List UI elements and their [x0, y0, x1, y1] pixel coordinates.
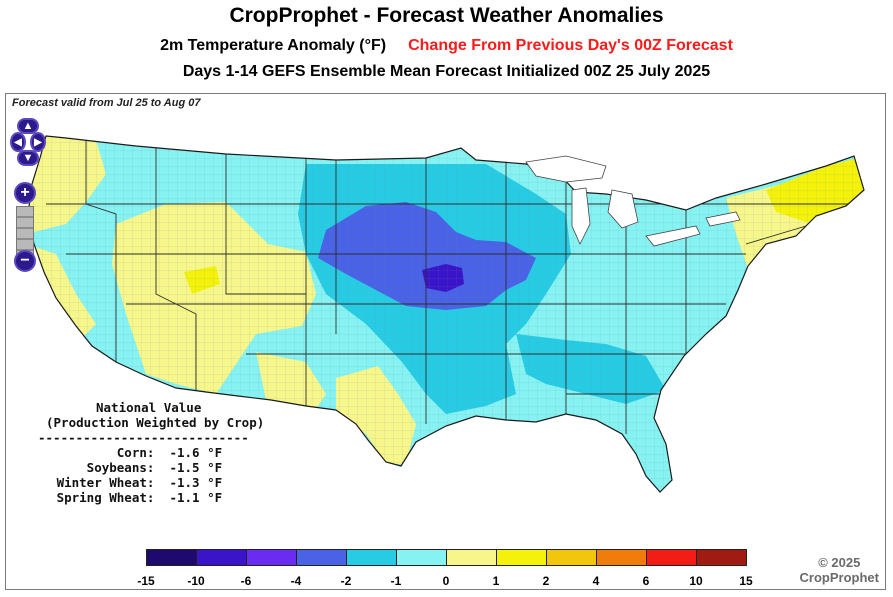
national-heading: National Value [96, 400, 202, 415]
crop-label: Winter Wheat: [34, 475, 155, 490]
legend-tick-label: 10 [689, 574, 703, 588]
zoom-in-button[interactable]: + [14, 182, 36, 204]
national-row: Soybeans: -1.5 °F [34, 460, 264, 475]
legend-tick-label: 1 [492, 574, 500, 588]
legend-tick-label: 15 [739, 574, 753, 588]
pan-control[interactable]: ▲ ◀ ▶ ▼ [10, 118, 46, 166]
legend-tick-label: 4 [592, 574, 600, 588]
zoom-out-button[interactable]: − [14, 250, 36, 272]
great-lakes [525, 155, 741, 247]
legend-tick-label: 6 [642, 574, 650, 588]
state-boundaries [46, 136, 864, 434]
national-divider: ---------------------------- [38, 430, 249, 445]
crop-value: -1.3 °F [154, 475, 223, 490]
us-outline [27, 135, 865, 493]
copyright-year: © 2025 [818, 555, 861, 570]
forecast-info: Days 1-14 GEFS Ensemble Mean Forecast In… [182, 63, 711, 80]
legend-swatch [696, 549, 747, 566]
legend-swatch [146, 549, 197, 566]
page-title: CropProphet - Forecast Weather Anomalies [229, 4, 664, 27]
legend-tick-label: -4 [290, 574, 302, 588]
crop-value: -1.6 °F [154, 445, 223, 460]
subtitle-line: 2m Temperature Anomaly (°F) Change From P… [0, 37, 893, 55]
legend-swatch [346, 549, 397, 566]
national-row: Spring Wheat: -1.1 °F [34, 490, 264, 505]
copyright-brand: CropProphet [799, 570, 879, 585]
national-subheading: (Production Weighted by Crop) [46, 415, 265, 430]
legend-swatch [646, 549, 697, 566]
legend-swatch [446, 549, 497, 566]
legend-swatch [496, 549, 547, 566]
anomaly-map[interactable] [6, 94, 886, 590]
legend-swatch [296, 549, 347, 566]
national-rows: Corn: -1.6 °F Soybeans: -1.5 °F Winter W… [34, 445, 264, 505]
national-row: Corn: -1.6 °F [34, 445, 264, 460]
legend-swatch [196, 549, 247, 566]
legend-tick-label: -10 [187, 574, 205, 588]
legend-swatch [396, 549, 447, 566]
pan-up-icon[interactable]: ▲ [17, 118, 39, 134]
change-label: Change From Previous Day's 00Z Forecast [408, 37, 733, 54]
pan-right-icon[interactable]: ▶ [30, 132, 46, 152]
county-grid [28, 136, 864, 492]
crop-value: -1.1 °F [154, 490, 223, 505]
legend-tick-label: -6 [240, 574, 252, 588]
legend-tick-label: 2 [542, 574, 550, 588]
crop-value: -1.5 °F [154, 460, 223, 475]
legend-swatch [246, 549, 297, 566]
forecast-valid-text: Forecast valid from Jul 25 to Aug 07 [12, 97, 201, 109]
national-row: Winter Wheat: -1.3 °F [34, 475, 264, 490]
crop-label: Corn: [34, 445, 155, 460]
variable-label: 2m Temperature Anomaly (°F) [160, 37, 387, 54]
legend-tick-label: -15 [137, 574, 155, 588]
legend-tick-label: -1 [390, 574, 402, 588]
legend-tick-label: -2 [340, 574, 352, 588]
crop-label: Spring Wheat: [34, 490, 155, 505]
pan-down-icon[interactable]: ▼ [17, 150, 39, 166]
legend-tick-label: 0 [442, 574, 450, 588]
national-value-box: National Value (Production Weighted by Cr… [34, 400, 264, 505]
legend-swatch [546, 549, 597, 566]
map-panel[interactable]: Forecast valid from Jul 25 to Aug 07 ▲ ◀… [5, 93, 886, 590]
legend-swatch [596, 549, 647, 566]
pan-left-icon[interactable]: ◀ [10, 132, 26, 152]
crop-label: Soybeans: [34, 460, 155, 475]
copyright: © 2025 CropProphet [800, 555, 879, 585]
